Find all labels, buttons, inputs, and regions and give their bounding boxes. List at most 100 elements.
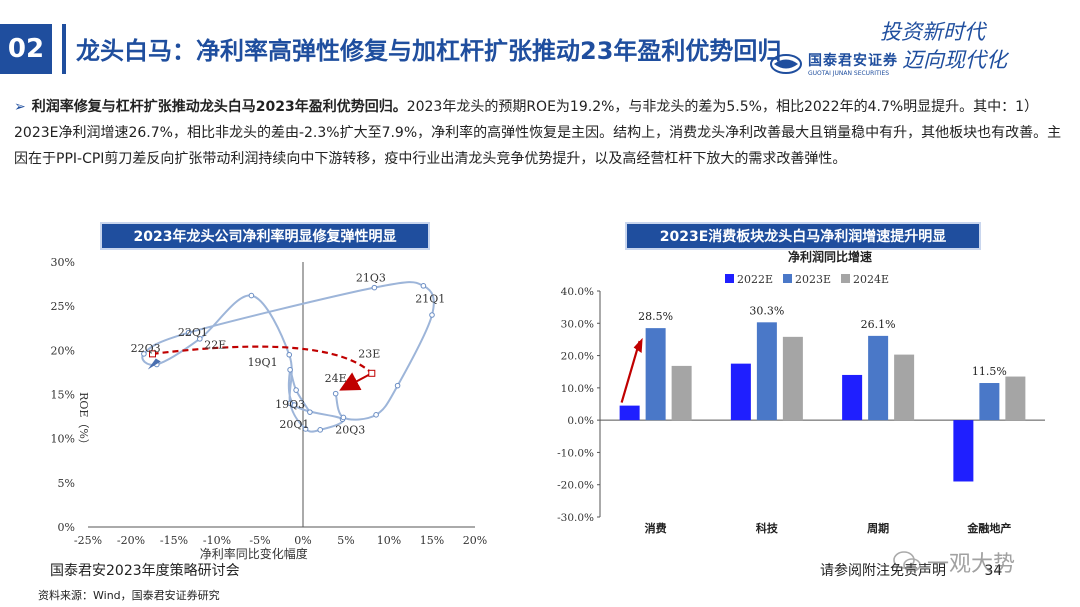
trajectory-point (340, 414, 347, 421)
logo-name: 国泰君安证券 (808, 53, 898, 69)
footer-source: 资料来源：Wind，国泰君安证券研究 (38, 589, 220, 602)
data-label: 30.3% (749, 304, 784, 317)
y-axis-label: ROE（%） (77, 392, 90, 450)
trajectory-point (371, 284, 378, 291)
trajectory-point (286, 351, 293, 358)
trajectory-point (185, 329, 192, 336)
y-tick-label: 25% (51, 300, 75, 313)
bar-chart-subtitle: 净利润同比增速 (788, 249, 872, 264)
company-logo: 国泰君安证券 GUOTAI JUNAN SECURITIES (770, 50, 898, 77)
watermark-text: 一观大势 (927, 552, 1016, 577)
summary-paragraph: ➢ 利润率修复与杠杆扩张推动龙头白马2023年盈利优势回归。2023年龙头的预期R… (14, 94, 1064, 172)
bullet-arrow-icon: ➢ (14, 99, 26, 115)
logo-english: GUOTAI JUNAN SECURITIES (808, 70, 890, 77)
trajectory-point (287, 366, 293, 373)
forecast-arrow-tip (339, 372, 373, 391)
point-label: 22E (204, 339, 226, 352)
slogan: 投资新时代 迈向现代化 (880, 18, 1007, 74)
watermark: 一观大势 (893, 546, 1015, 578)
x-category-label: 科技 (756, 521, 779, 535)
y-tick-label: -20.0% (557, 480, 594, 492)
y-tick-label: 0.0% (567, 415, 594, 427)
y-tick-label: 20% (51, 344, 75, 357)
x-tick-label: -20% (117, 534, 145, 547)
trajectory-point (302, 426, 309, 432)
highlight-arrowhead (633, 337, 643, 353)
point-label: 19Q3 (275, 398, 305, 411)
y-tick-label: -10.0% (557, 447, 594, 459)
trajectory-point (287, 400, 293, 407)
bar-2024e (671, 365, 692, 421)
x-tick-label: 10% (377, 534, 401, 547)
y-tick-label: 5% (58, 477, 75, 490)
data-label: 11.5% (972, 365, 1007, 378)
x-category-label: 金融地产 (966, 521, 1011, 535)
point-label: 22Q3 (131, 342, 161, 355)
bar-2024e (782, 336, 803, 421)
bar-2024e (894, 354, 915, 421)
y-tick-label: 15% (51, 389, 75, 402)
trajectory-point (197, 336, 203, 342)
x-tick-label: 20% (463, 534, 487, 547)
point-label: 21Q3 (356, 271, 386, 284)
x-axis-label: 净利率同比变化幅度 (200, 546, 308, 561)
title-accent-bar (62, 24, 66, 74)
y-tick-label: 0% (58, 521, 75, 534)
x-category-label: 周期 (867, 521, 889, 535)
trajectory-point (420, 283, 427, 289)
y-tick-label: 20.0% (561, 351, 594, 363)
roe-margin-scatter-chart: -25% -20% -15% -10% -5% 0% 5% 10% 15% 20% 0% 5% 10% 1… (51, 256, 488, 561)
data-label: 26.1% (861, 318, 896, 331)
slogan-line-1: 投资新时代 (880, 20, 985, 44)
trajectory-point (332, 390, 339, 397)
forecast-arrow-dashed (152, 345, 373, 375)
disclaimer-text: 请参阅附注免责声明 (820, 563, 946, 579)
trajectory-point (141, 351, 147, 357)
profit-growth-bar-chart: 净利润同比增速 2022E 2023E 2024E -30.0% -20.0% -10.0%… (557, 249, 1045, 535)
summary-body: 2023年龙头的预期ROE为19.2%，与非龙头的差为5.5%，相比2022年的… (14, 99, 1062, 167)
bar-2023e (645, 328, 666, 421)
x-tick-label: -25% (74, 534, 102, 547)
trajectory-point (307, 409, 313, 415)
x-tick-label: 0% (294, 534, 311, 547)
logo-mark-icon (770, 53, 802, 74)
bar-2024e (1005, 376, 1026, 421)
x-tick-label: 15% (420, 534, 444, 547)
bar-2022e (842, 374, 863, 421)
highlight-arrow-line (620, 340, 641, 403)
point-label: 21Q1 (415, 293, 445, 306)
summary-lead: 利润率修复与杠杆扩张推动龙头白马2023年盈利优势回归。 (31, 99, 407, 115)
legend-label: 2022E (737, 273, 773, 286)
trajectory-point (394, 382, 401, 389)
point-label: 22Q1 (178, 326, 208, 339)
point-label: 20Q3 (335, 423, 365, 436)
marker-23e (368, 369, 376, 377)
legend-swatch (841, 274, 850, 283)
trajectory-point (373, 412, 379, 418)
slogan-line-2: 迈向现代化 (902, 48, 1007, 72)
data-label: 28.5% (638, 310, 673, 323)
footer-event: 国泰君安2023年度策略研讨会 (50, 563, 240, 579)
bar-2023e (756, 322, 777, 421)
marker-22q3 (149, 350, 156, 358)
page-number: 34 (984, 563, 1003, 579)
y-tick-label: 10% (51, 433, 75, 446)
bar-2023e (868, 335, 889, 421)
point-label: 20Q1 (279, 418, 309, 431)
point-label: 23E (358, 347, 380, 360)
bar-chart-title: 2023E消费板块龙头白马净利润增速提升明显 (625, 222, 981, 250)
trajectory-arrowhead (147, 358, 161, 370)
bar-2022e (730, 363, 751, 421)
bar-2022e (619, 405, 640, 421)
trajectory-point (317, 427, 324, 433)
page-title: 龙头白马：净利率高弹性修复与加杠杆扩张推动23年盈利优势回归 (76, 37, 782, 65)
x-tick-label: -15% (160, 534, 188, 547)
y-tick-label: 30% (51, 256, 75, 269)
legend-swatch (725, 274, 734, 283)
point-label: 24E (325, 372, 347, 385)
y-tick-label: -30.0% (557, 512, 594, 524)
scatter-chart-title: 2023年龙头公司净利率明显修复弹性明显 (100, 222, 430, 250)
wechat-icon (893, 551, 921, 572)
trajectory-point (248, 292, 255, 299)
x-category-label: 消费 (645, 521, 667, 535)
